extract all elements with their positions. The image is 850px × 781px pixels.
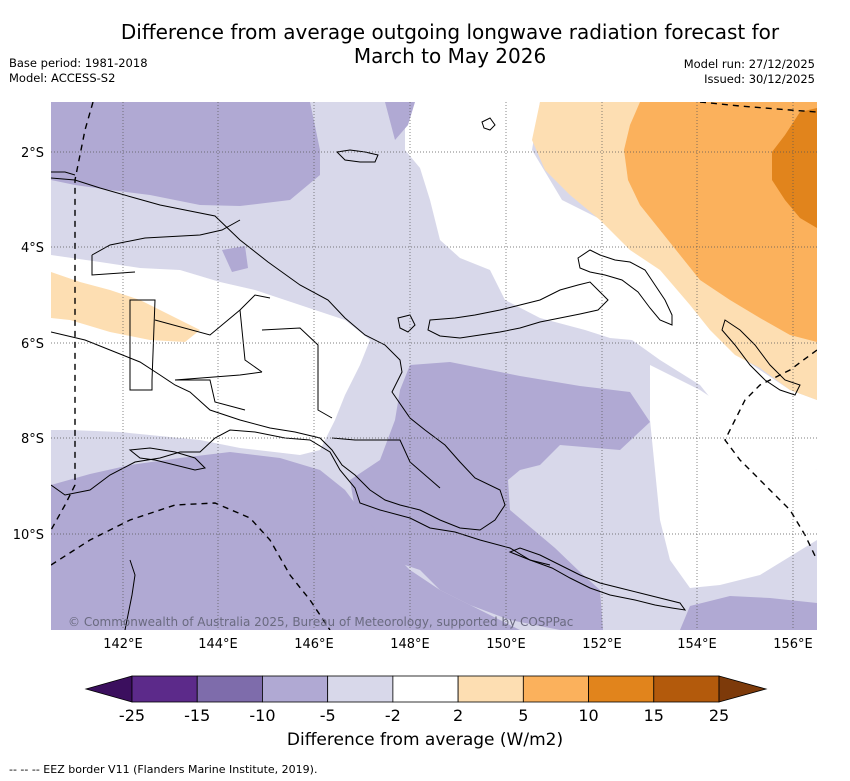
- coastline-new-britain: [427, 281, 609, 339]
- anomaly-zone-purple-southwest: [51, 452, 520, 630]
- lat-tick: 6°S: [21, 337, 44, 352]
- eez-border-south: [51, 502, 331, 630]
- title-line-1: Difference from average outgoing longwav…: [120, 20, 780, 44]
- colorbar-tick-label: -15: [184, 706, 210, 725]
- colorbar-segment: [588, 675, 655, 703]
- coastline-layer: [51, 117, 801, 630]
- anomaly-zone-purple-central: [350, 362, 650, 630]
- anomaly-zone-purple-northcentral: [385, 102, 415, 140]
- anomaly-zone-white-east: [650, 365, 817, 588]
- metadata-right: Model run: 27/12/2025 Issued: 30/12/2025: [684, 57, 815, 87]
- lon-tick-labels: 142°E 144°E 146°E 148°E 150°E 152°E 154°…: [103, 637, 813, 652]
- colorbar-tick-label: -10: [249, 706, 275, 725]
- coastline-new-ireland: [577, 249, 673, 326]
- colorbar: [84, 675, 768, 703]
- colorbar-segment: [457, 675, 524, 703]
- colorbar-segment: [653, 675, 720, 703]
- legend-title: Difference from average (W/m2): [286, 730, 564, 750]
- border-provinces: [91, 219, 441, 489]
- coastline-islands-southeast: [508, 547, 687, 611]
- lat-tick: 8°S: [21, 432, 44, 447]
- map-title: Difference from average outgoing longwav…: [100, 20, 800, 68]
- eez-border-west: [51, 102, 94, 531]
- eez-border-east: [724, 349, 817, 561]
- coastline-torres: [128, 447, 207, 471]
- lon-tick: 154°E: [677, 637, 717, 652]
- colorbar-segment: [131, 675, 198, 703]
- lon-tick: 150°E: [486, 637, 526, 652]
- lat-tick: 2°S: [21, 146, 44, 161]
- lat-tick: 10°S: [13, 528, 44, 543]
- border-png-indonesia: [129, 299, 156, 391]
- lat-tick: 4°S: [21, 241, 44, 256]
- colorbar-tick-label: 15: [644, 706, 664, 725]
- metadata-left: Base period: 1981-2018 Model: ACCESS-S2: [9, 56, 148, 86]
- coastline-australia-york: [124, 559, 136, 630]
- lon-tick: 152°E: [582, 637, 622, 652]
- coastline-islands-north: [397, 117, 496, 333]
- anomaly-zone-purple-blob: [222, 246, 248, 272]
- model-run: Model run: 27/12/2025: [683, 57, 815, 71]
- anomaly-zone-mid-orange: [624, 102, 817, 342]
- colorbar-tick-label: -25: [119, 706, 145, 725]
- base-period: Base period: 1981-2018: [9, 56, 148, 70]
- eez-border-north: [699, 102, 817, 113]
- anomaly-zone-dark-orange: [772, 108, 817, 228]
- lon-tick: 148°E: [390, 637, 430, 652]
- anomaly-zone-purple-southeast: [680, 596, 817, 630]
- colorbar-segment: [327, 675, 394, 703]
- eez-border-layer: [51, 102, 817, 630]
- model-name: Model: ACCESS-S2: [9, 71, 116, 85]
- colorbar-tick-label: 2: [453, 706, 463, 725]
- colorbar-labels: -25 -15 -10 -5 -2 2 5 10 15 25: [119, 706, 729, 725]
- coastline-manus: [335, 149, 379, 163]
- lon-tick: 156°E: [773, 637, 813, 652]
- title-line-2: March to May 2026: [353, 44, 547, 68]
- coastline-new-guinea: [51, 177, 506, 531]
- colorbar-tick-label: 5: [518, 706, 528, 725]
- colorbar-segment: [522, 675, 589, 703]
- coastline-bougainville: [721, 319, 801, 396]
- colorbar-segment: [196, 675, 263, 703]
- anomaly-zone-purple-northwest: [51, 102, 320, 206]
- lon-tick: 146°E: [294, 637, 334, 652]
- lon-tick: 144°E: [198, 637, 238, 652]
- eez-footnote: -- -- -- EEZ border V11 (Flanders Marine…: [9, 763, 318, 776]
- coastline-south-png: [51, 429, 551, 566]
- anomaly-fill-layer: [51, 102, 817, 630]
- anomaly-zone-white-north: [405, 102, 817, 470]
- colorbar-tick-label: -5: [320, 706, 336, 725]
- colorbar-tick-label: 10: [578, 706, 598, 725]
- colorbar-tick-label: 25: [709, 706, 729, 725]
- border-layer: [91, 219, 441, 489]
- issued-date: Issued: 30/12/2025: [704, 72, 815, 86]
- colorbar-tick-label: -2: [385, 706, 401, 725]
- colorbar-extend-low: [84, 675, 133, 703]
- colorbar-segment: [262, 675, 329, 703]
- lat-tick-labels: 2°S 4°S 6°S 8°S 10°S: [13, 146, 44, 543]
- coastline-west-papua: [51, 171, 76, 176]
- colorbar-extend-high: [718, 675, 768, 703]
- colorbar-segment: [392, 675, 459, 703]
- gridlines: [51, 102, 817, 630]
- lon-tick: 142°E: [103, 637, 143, 652]
- anomaly-zone-light-orange-west: [51, 272, 200, 342]
- copyright-notice: © Commonwealth of Australia 2025, Bureau…: [68, 615, 573, 629]
